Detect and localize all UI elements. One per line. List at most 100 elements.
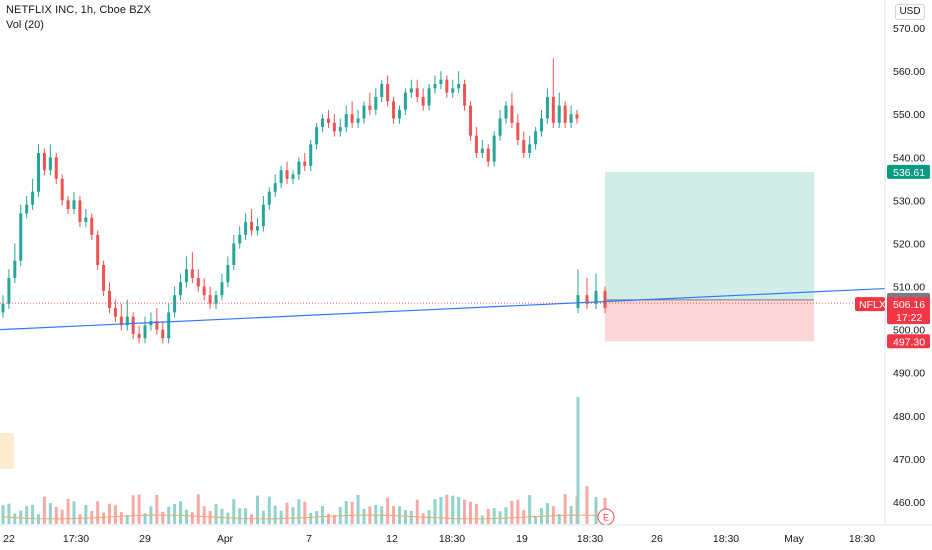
price-tick-label: 530.00 bbox=[893, 195, 925, 207]
time-tick-label: 12 bbox=[386, 533, 398, 545]
volume-bar bbox=[486, 508, 490, 524]
price-tick-label: 510.00 bbox=[893, 282, 925, 294]
volume-bar bbox=[498, 511, 502, 524]
candle-down bbox=[250, 221, 254, 231]
price-tick-label: 540.00 bbox=[893, 152, 925, 164]
volume-bar bbox=[492, 508, 496, 524]
candle-down bbox=[386, 84, 390, 102]
volume-bar bbox=[214, 503, 218, 524]
volume-bar bbox=[528, 494, 532, 524]
volume-bar bbox=[576, 397, 580, 524]
candle-up bbox=[439, 79, 443, 85]
time-tick-label: 26 bbox=[651, 533, 663, 545]
price-tick-label: 460.00 bbox=[893, 497, 925, 509]
volume-bar bbox=[232, 498, 236, 524]
volume-bar bbox=[451, 495, 455, 524]
trend-line[interactable] bbox=[0, 287, 886, 331]
candle-up bbox=[403, 92, 407, 110]
volume-bar bbox=[84, 505, 88, 524]
candle-up bbox=[72, 200, 76, 209]
price-tick-label: 500.00 bbox=[893, 325, 925, 337]
volume-bar bbox=[563, 494, 567, 524]
volume-bar bbox=[137, 494, 141, 524]
candle-up bbox=[279, 170, 283, 184]
symbol-tag bbox=[855, 297, 885, 312]
candle-up bbox=[244, 221, 248, 235]
candle-up bbox=[31, 191, 35, 205]
candle-down bbox=[303, 161, 307, 166]
volume-bar bbox=[362, 508, 366, 524]
candle-up bbox=[309, 144, 313, 166]
price-tick-label: 560.00 bbox=[893, 66, 925, 78]
volume-indicator-label[interactable]: Vol (20) bbox=[6, 19, 44, 31]
candle-down bbox=[102, 265, 106, 291]
candle-up bbox=[179, 282, 183, 296]
symbol-title[interactable]: NETFLIX INC, 1h, Cboe BZX bbox=[6, 4, 151, 16]
volume-ma-line bbox=[2, 514, 604, 520]
volume-bar bbox=[102, 512, 106, 524]
price-tick-label: 520.00 bbox=[893, 238, 925, 250]
time-tick-label: 22 bbox=[3, 533, 15, 545]
loss-zone[interactable] bbox=[605, 299, 814, 342]
price-axis[interactable]: 570.00 560.00 550.00 540.00 530.00 520.00 510.… bbox=[884, 0, 925, 525]
candle-up bbox=[344, 114, 348, 128]
candle-down bbox=[563, 105, 567, 123]
overlay-lines[interactable]: E bbox=[0, 287, 886, 526]
volume-bar bbox=[468, 501, 472, 524]
price-tick-label: 570.00 bbox=[893, 23, 925, 35]
volume-bar bbox=[594, 497, 598, 524]
volume-bar bbox=[297, 499, 301, 524]
time-tick-label: 19 bbox=[516, 533, 528, 545]
volume-bar bbox=[244, 508, 248, 524]
price-tick-label: 550.00 bbox=[893, 109, 925, 121]
volume-bar bbox=[457, 497, 461, 524]
candle-up bbox=[1, 303, 5, 313]
candle-down bbox=[202, 286, 206, 296]
candle-down bbox=[54, 157, 58, 179]
candle-down bbox=[392, 101, 396, 119]
volume-bar bbox=[190, 512, 194, 524]
volume-bar bbox=[25, 506, 29, 524]
price-tick-label: 480.00 bbox=[893, 411, 925, 423]
volume-bar bbox=[238, 508, 242, 524]
candle-down bbox=[60, 178, 64, 201]
candle-up bbox=[457, 84, 461, 89]
candle-up bbox=[7, 277, 11, 304]
candle-up bbox=[557, 105, 561, 123]
candle-up bbox=[19, 213, 23, 261]
profit-zone[interactable] bbox=[605, 171, 814, 300]
candle-up bbox=[255, 226, 259, 231]
time-tick-label: 18:30 bbox=[849, 533, 875, 545]
volume-bar bbox=[445, 494, 449, 524]
candle-up bbox=[238, 234, 242, 244]
candle-up bbox=[545, 96, 549, 119]
time-tick-label: 7 bbox=[306, 533, 312, 545]
earnings-marker-label: E bbox=[603, 513, 609, 523]
volume-bar bbox=[291, 507, 295, 524]
candle-down bbox=[161, 329, 165, 339]
side-panel-tab[interactable] bbox=[0, 433, 14, 469]
candle-up bbox=[374, 96, 378, 110]
candle-down bbox=[196, 277, 200, 287]
candle-down bbox=[468, 105, 472, 136]
candle-down bbox=[119, 316, 123, 326]
position-zones[interactable] bbox=[605, 171, 814, 342]
candle-down bbox=[463, 84, 467, 106]
volume-bar bbox=[60, 509, 64, 524]
target-price-tag bbox=[887, 164, 930, 179]
volume-bar bbox=[119, 512, 123, 524]
candle-down bbox=[575, 114, 579, 119]
candle-down bbox=[90, 217, 94, 235]
volume-bar bbox=[557, 514, 561, 524]
candle-down bbox=[350, 114, 354, 123]
volume-bar bbox=[179, 501, 183, 524]
time-axis[interactable]: 22 17:30 29 Apr 7 12 18:30 19 18:30 26 18:30 May 18:… bbox=[0, 524, 932, 545]
currency-button[interactable]: USD bbox=[895, 4, 925, 20]
candle-down bbox=[96, 234, 100, 265]
candle-down bbox=[208, 295, 212, 304]
candle-up bbox=[321, 118, 325, 128]
volume-bar bbox=[208, 510, 212, 524]
candle-down bbox=[486, 148, 490, 162]
price-tick-label: 490.00 bbox=[893, 368, 925, 380]
